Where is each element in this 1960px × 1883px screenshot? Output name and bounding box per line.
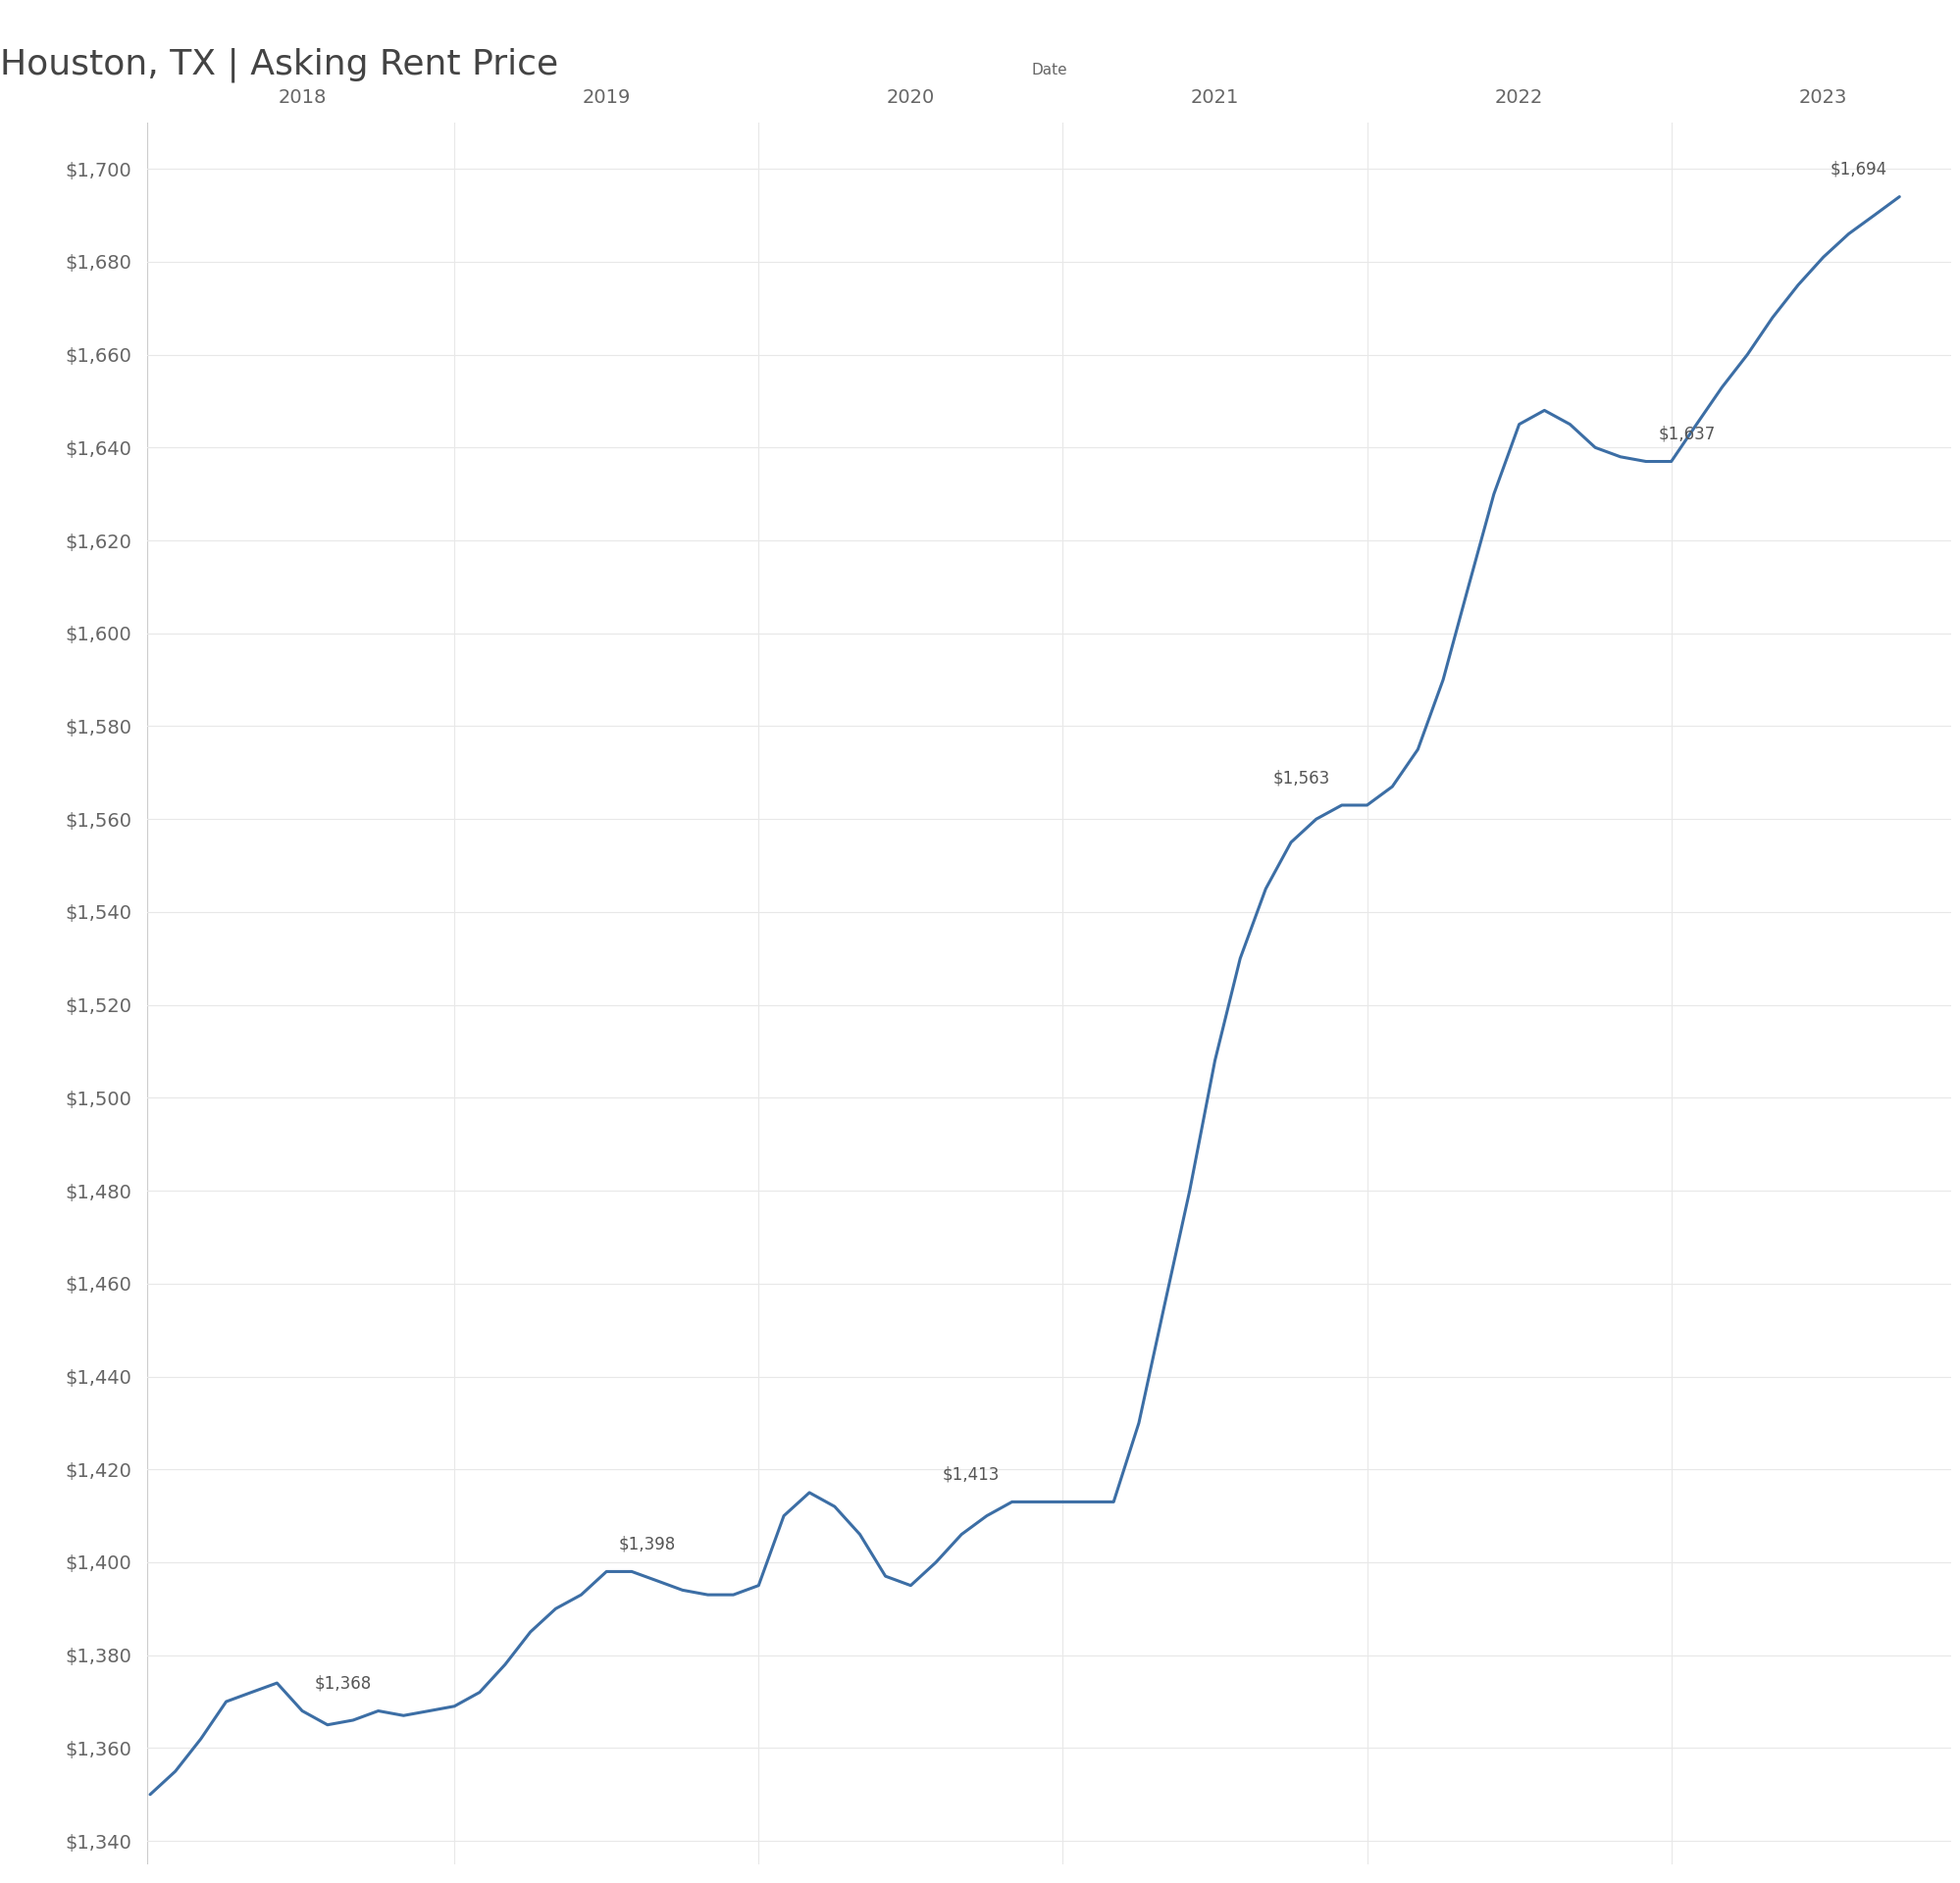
Text: $1,368: $1,368	[314, 1674, 370, 1693]
Text: $1,694: $1,694	[1829, 160, 1886, 179]
Text: $1,563: $1,563	[1272, 768, 1329, 787]
Text: $1,398: $1,398	[617, 1535, 676, 1553]
Text: $1,413: $1,413	[943, 1465, 1000, 1484]
Text: $1,637: $1,637	[1658, 426, 1715, 443]
Text: Houston, TX | Asking Rent Price: Houston, TX | Asking Rent Price	[0, 47, 559, 81]
X-axis label: Date: Date	[1031, 62, 1066, 77]
